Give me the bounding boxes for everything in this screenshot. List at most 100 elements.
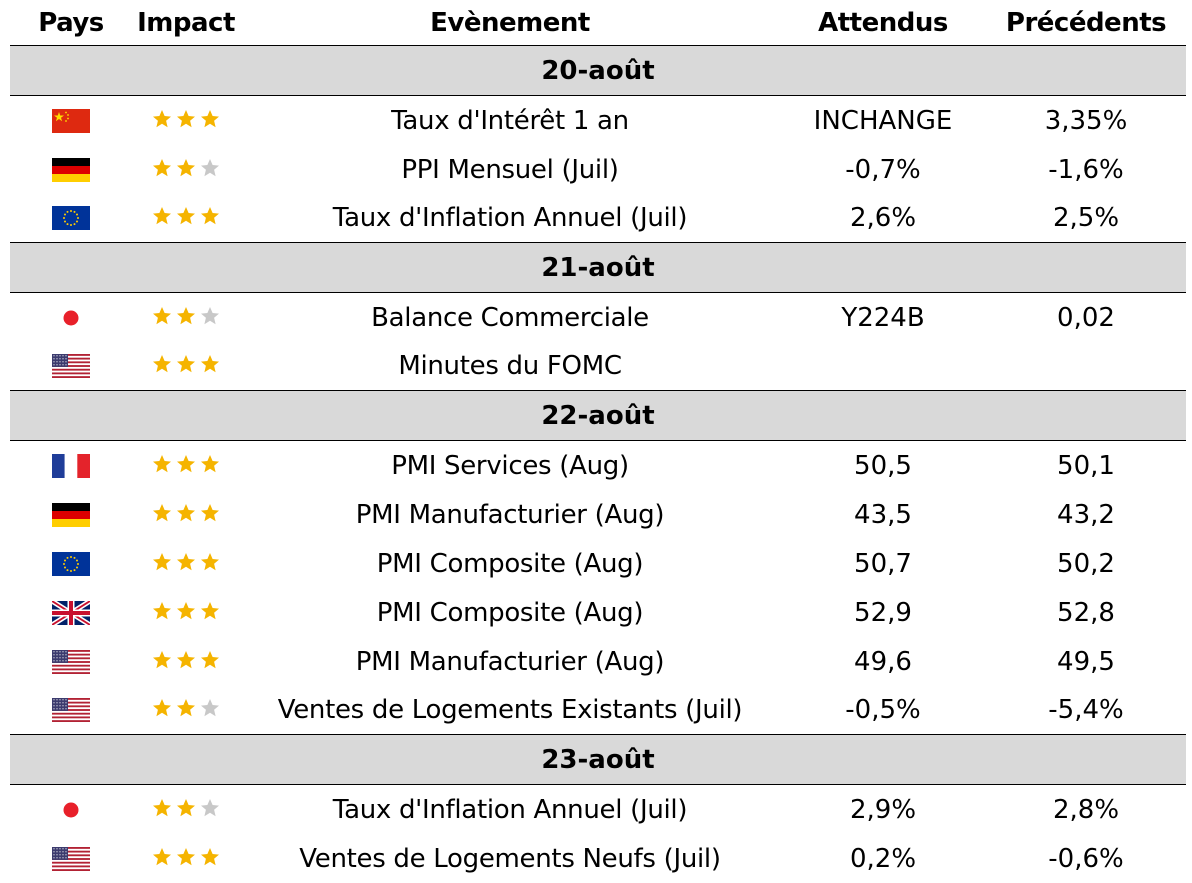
star-filled-icon: [152, 351, 172, 381]
country-cell: [10, 502, 132, 527]
previous-value: 43,2: [1057, 499, 1115, 530]
country-cell: [10, 206, 132, 230]
country-cell: [10, 797, 132, 822]
expected-value: -0,5%: [845, 695, 921, 725]
expected-value: 50,7: [854, 548, 912, 579]
table-header: Pays Impact Evènement Attendus Précédent…: [10, 0, 1186, 46]
country-cell: [10, 354, 132, 378]
star-filled-icon: [176, 106, 196, 136]
impact-stars: [132, 598, 240, 628]
star-filled-icon: [152, 106, 172, 136]
event-name: Balance Commerciale: [371, 302, 649, 333]
star-filled-icon: [176, 500, 196, 530]
event-name: Taux d'Inflation Annuel (Juil): [332, 794, 688, 825]
previous-value: 0,02: [1057, 302, 1115, 333]
usa-flag-icon: [52, 698, 90, 722]
star-filled-icon: [200, 451, 220, 481]
header-impact: Impact: [137, 7, 235, 38]
table-row: Taux d'Inflation Annuel (Juil) 2,6% 2,5%: [10, 194, 1186, 243]
star-filled-icon: [200, 647, 220, 677]
japan-flag-icon: [52, 797, 90, 822]
country-cell: [10, 453, 132, 478]
previous-value: 50,1: [1057, 450, 1115, 481]
star-filled-icon: [176, 351, 196, 381]
star-filled-icon: [200, 203, 220, 233]
previous-value: 2,8%: [1052, 794, 1120, 825]
table-row: Balance Commerciale Y224B 0,02: [10, 293, 1186, 342]
star-filled-icon: [152, 500, 172, 530]
table-row: PMI Composite (Aug) 50,7 50,2: [10, 539, 1186, 588]
star-filled-icon: [176, 598, 196, 628]
event-name: Taux d'Inflation Annuel (Juil): [332, 203, 688, 233]
germany-flag-icon: [52, 502, 90, 527]
star-filled-icon: [200, 844, 220, 874]
star-empty-icon: [200, 155, 220, 185]
date-section-header: 23-août: [10, 735, 1186, 785]
impact-stars: [132, 303, 240, 333]
impact-stars: [132, 106, 240, 136]
table-row: Minutes du FOMC: [10, 342, 1186, 391]
expected-value: 2,9%: [849, 794, 917, 825]
expected-value: 52,9: [854, 597, 912, 628]
star-filled-icon: [200, 106, 220, 136]
section-date: 20-août: [541, 55, 655, 86]
country-cell: [10, 551, 132, 576]
country-cell: [10, 649, 132, 674]
expected-value: 49,6: [854, 646, 912, 677]
table-row: Taux d'Inflation Annuel (Juil) 2,9% 2,8%: [10, 785, 1186, 834]
country-cell: [10, 600, 132, 625]
table-row: PPI Mensuel (Juil) -0,7% -1,6%: [10, 145, 1186, 194]
event-name: PMI Manufacturier (Aug): [355, 646, 665, 677]
event-name: PMI Composite (Aug): [376, 548, 644, 579]
star-filled-icon: [200, 500, 220, 530]
country-cell: [10, 157, 132, 182]
star-filled-icon: [152, 155, 172, 185]
previous-value: 50,2: [1057, 548, 1115, 579]
eu-flag-icon: [52, 551, 90, 576]
date-section-header: 22-août: [10, 391, 1186, 441]
star-filled-icon: [176, 203, 196, 233]
event-name: PMI Services (Aug): [391, 450, 629, 481]
star-empty-icon: [200, 695, 220, 725]
event-name: Taux d'Intérêt 1 an: [391, 105, 629, 136]
star-filled-icon: [152, 203, 172, 233]
star-filled-icon: [200, 549, 220, 579]
impact-stars: [132, 844, 240, 874]
star-empty-icon: [200, 303, 220, 333]
table-row: Ventes de Logements Existants (Juil) -0,5…: [10, 686, 1186, 735]
star-filled-icon: [176, 155, 196, 185]
expected-value: 43,5: [854, 499, 912, 530]
header-expected: Attendus: [818, 7, 948, 38]
star-filled-icon: [152, 549, 172, 579]
event-name: Ventes de Logements Neufs (Juil): [299, 843, 721, 874]
table-row: PMI Manufacturier (Aug) 43,5 43,2: [10, 490, 1186, 539]
table-row: Taux d'Intérêt 1 an INCHANGE 3,35%: [10, 96, 1186, 145]
star-filled-icon: [152, 695, 172, 725]
star-filled-icon: [152, 844, 172, 874]
uk-flag-icon: [52, 600, 90, 625]
star-filled-icon: [152, 451, 172, 481]
expected-value: INCHANGE: [813, 105, 953, 136]
impact-stars: [132, 549, 240, 579]
previous-value: 2,5%: [1052, 203, 1120, 233]
country-cell: [10, 846, 132, 871]
usa-flag-icon: [52, 649, 90, 674]
economic-calendar-table: Pays Impact Evènement Attendus Précédent…: [10, 0, 1186, 883]
star-filled-icon: [176, 451, 196, 481]
expected-value: Y224B: [841, 302, 925, 333]
expected-value: 2,6%: [849, 203, 917, 233]
usa-flag-icon: [52, 846, 90, 871]
table-row: PMI Composite (Aug) 52,9 52,8: [10, 588, 1186, 637]
star-empty-icon: [200, 795, 220, 825]
expected-value: -0,7%: [845, 154, 921, 185]
star-filled-icon: [176, 549, 196, 579]
previous-value: 52,8: [1057, 597, 1115, 628]
header-previous: Précédents: [1005, 7, 1167, 38]
impact-stars: [132, 795, 240, 825]
event-name: Minutes du FOMC: [398, 351, 622, 381]
usa-flag-icon: [52, 354, 90, 378]
table-row: Ventes de Logements Neufs (Juil) 0,2% -0,6…: [10, 834, 1186, 883]
section-date: 23-août: [541, 744, 655, 775]
impact-stars: [132, 351, 240, 381]
header-event: Evènement: [430, 7, 590, 38]
